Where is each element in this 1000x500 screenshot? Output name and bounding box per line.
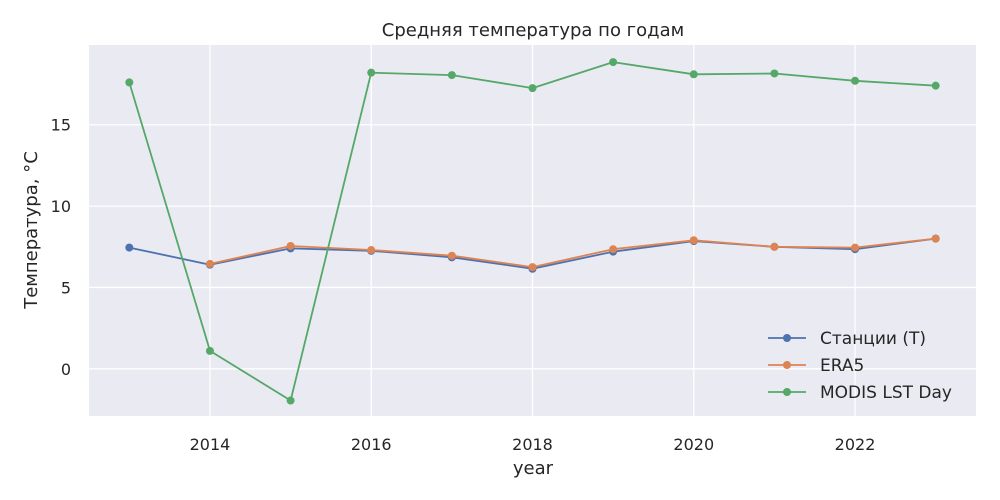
y-tick-label: 10 [51, 197, 71, 216]
data-point [447, 71, 456, 80]
x-tick-label: 2016 [351, 435, 392, 454]
x-tick-label: 2020 [673, 435, 714, 454]
legend-marker [783, 334, 791, 342]
legend-marker [783, 361, 791, 369]
data-point [205, 259, 214, 268]
x-axis-label: year [513, 458, 554, 479]
data-point [125, 78, 134, 87]
chart-title: Средняя температура по годам [382, 20, 684, 41]
data-point [367, 246, 376, 255]
series-line [209, 237, 936, 268]
data-point [689, 70, 698, 79]
legend-item: Станции (T) [768, 329, 926, 349]
legend-item: MODIS LST Day [768, 383, 952, 403]
legend: Станции (T) ERA5 MODIS LST Day [768, 329, 952, 403]
y-tick-label: 15 [51, 116, 71, 135]
series [125, 58, 940, 405]
series [205, 234, 940, 272]
data-point [609, 58, 618, 67]
data-point [689, 236, 698, 245]
data-point [205, 346, 214, 355]
data-point [851, 243, 860, 252]
data-point [286, 396, 295, 405]
data-point [528, 84, 537, 93]
data-point [447, 251, 456, 260]
tick-labels: 2014 2016 2018 2020 2022 0 5 10 15 [51, 116, 876, 454]
data-point [770, 69, 779, 78]
x-tick-label: 2014 [190, 435, 231, 454]
series-layer [125, 58, 940, 405]
data-point [125, 243, 134, 252]
data-point [770, 242, 779, 251]
data-point [851, 76, 860, 85]
legend-label: Станции (T) [820, 329, 926, 349]
y-tick-label: 0 [61, 360, 71, 379]
legend-label: ERA5 [820, 356, 864, 376]
data-point [609, 245, 618, 254]
data-point [528, 263, 537, 272]
data-point [931, 81, 940, 90]
y-axis-label: Температура, °C [21, 151, 42, 310]
legend-marker [783, 388, 791, 396]
x-tick-label: 2022 [835, 435, 876, 454]
legend-item: ERA5 [768, 356, 864, 376]
data-point [931, 234, 940, 243]
legend-label: MODIS LST Day [820, 383, 952, 403]
grid [89, 45, 976, 416]
data-point [367, 68, 376, 77]
x-tick-label: 2018 [512, 435, 553, 454]
y-tick-label: 5 [61, 278, 71, 297]
data-point [286, 241, 295, 250]
